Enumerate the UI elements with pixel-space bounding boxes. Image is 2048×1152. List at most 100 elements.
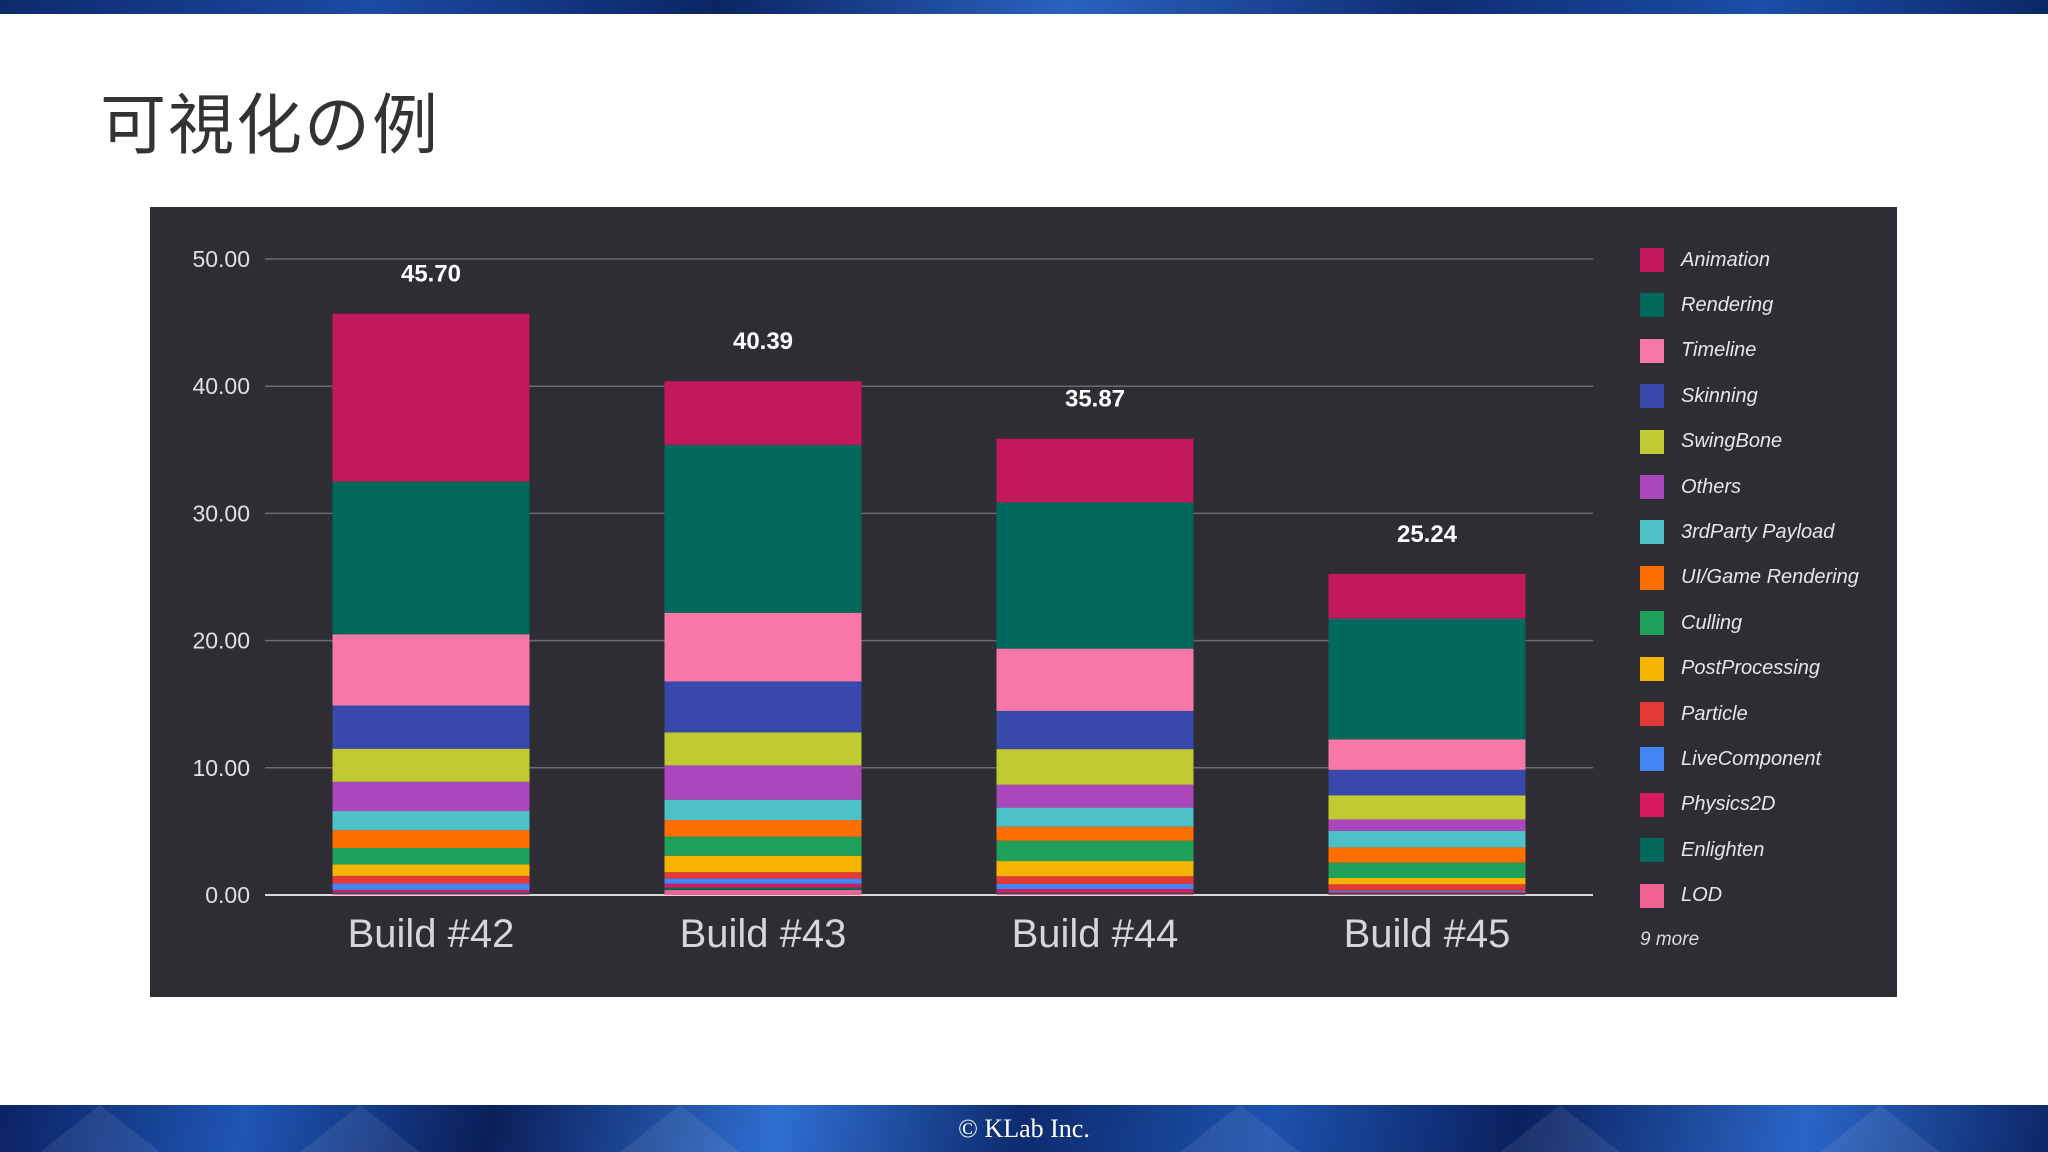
bar-segment-timeline [996,648,1194,711]
legend-swatch [1640,248,1664,272]
legend-swatch [1640,611,1664,636]
footer-copyright: © KLab Inc. [958,1114,1090,1143]
legend-label: LOD [1681,884,1723,907]
bar-segment-3rdparty-payload [664,799,862,821]
bar-segment-timeline [664,612,862,682]
bar-segment-enlighten [1328,893,1526,895]
bar-segment-rendering [664,444,862,613]
bar-segment-timeline [332,634,530,706]
legend-item: Enlighten [1640,836,1764,864]
legend-item: SwingBone [1640,428,1782,456]
bar-segment-enlighten [332,892,530,894]
bar-segment-rendering [1328,618,1526,740]
bar-segment-skinning [996,710,1194,750]
legend-swatch [1640,747,1664,772]
bar-segment-physics2d [332,889,530,893]
top-decorative-band [0,0,2048,14]
bar-segment-swingbone [664,732,862,766]
bar-total-label: 40.39 [733,328,793,355]
legend-item: Skinning [1640,382,1758,410]
y-tick-label: 0.00 [205,882,250,908]
legend-swatch [1640,702,1664,726]
y-tick-label: 20.00 [192,628,250,654]
legend-label: Animation [1681,248,1770,271]
legend-swatch [1640,429,1664,454]
bar-segment-3rdparty-payload [1328,830,1526,848]
legend-label: UI/Game Rendering [1681,566,1859,589]
bar-segment-livecomponent [332,883,530,890]
bar-total-label: 35.87 [1065,386,1125,413]
y-tick-label: 40.00 [192,373,250,399]
bar-segment-animation [1328,573,1526,619]
bottom-decorative-band [0,1105,2048,1152]
x-tick-label: Build #42 [348,912,515,956]
bar-segment-physics2d [664,883,862,888]
bar-segment-particle [996,876,1194,884]
bar-segment-lod [1328,894,1526,895]
legend-item: Particle [1640,700,1748,728]
legend-swatch [1640,475,1664,499]
bar-segment-postprocessing [664,855,862,873]
bar-segment-animation [996,438,1194,503]
bar-segment-lod [332,893,530,895]
legend-swatch [1640,838,1664,863]
bar-segment-livecomponent [996,883,1194,890]
bar-segment-skinning [332,705,530,749]
y-tick-label: 50.00 [192,246,250,272]
bar-segment-culling [1328,862,1526,878]
x-tick-label: Build #45 [1344,912,1511,956]
x-tick-label: Build #43 [680,912,847,956]
bar-segment-others [996,784,1194,808]
legend-label: Skinning [1681,384,1758,407]
bar-segment-particle [1328,884,1526,891]
bar-segment-others [664,765,862,800]
bar-segment-livecomponent [664,878,862,884]
bar-segment-particle [664,872,862,879]
bar-segment-livecomponent [1328,890,1526,892]
slide-title: 可視化の例 [100,87,440,164]
bar-segment-swingbone [1328,795,1526,820]
bar-segment-rendering [996,502,1194,649]
legend-item: PostProcessing [1640,655,1820,683]
bar-segment-3rdparty-payload [996,807,1194,827]
legend-item: LiveComponent [1640,745,1821,773]
legend-swatch [1640,384,1664,409]
y-tick-label: 30.00 [192,500,250,526]
legend-swatch [1640,565,1664,590]
bar-segment-ui-game-rendering [664,820,862,837]
bar-segment-rendering [332,481,530,635]
legend-label: SwingBone [1681,430,1783,453]
legend-label: 3rdParty Payload [1681,520,1835,543]
bar-total-label: 45.70 [401,261,461,288]
legend-item: Others [1640,473,1741,501]
legend-item: Rendering [1640,291,1773,319]
legend-label: PostProcessing [1681,657,1820,680]
legend-swatch [1640,293,1664,318]
legend-swatch [1640,520,1664,545]
y-tick-label: 10.00 [192,755,250,781]
bar-segment-physics2d [996,889,1194,893]
bar-segment-animation [332,313,530,482]
bar-segment-postprocessing [332,864,530,876]
bar-segment-swingbone [996,749,1194,785]
bar-segment-physics2d [1328,891,1526,894]
legend-more-link[interactable]: 9 more [1640,929,1700,950]
legend-item: Timeline [1640,337,1756,365]
legend-swatch [1640,338,1664,363]
legend-label: Particle [1681,702,1748,725]
bar-segment-culling [332,847,530,865]
bar-segment-ui-game-rendering [1328,847,1526,863]
legend-label: Physics2D [1681,793,1776,816]
legend-item: Physics2D [1640,791,1775,819]
bar-total-label: 25.24 [1397,521,1458,548]
bar-segment-others [1328,819,1526,831]
bar-segment-enlighten [996,892,1194,895]
bar-segment-culling [664,836,862,856]
bar-segment-timeline [1328,739,1526,770]
legend-label: Rendering [1681,293,1774,316]
legend-swatch [1640,656,1664,681]
legend-item: Animation [1640,246,1770,274]
bar-segment-ui-game-rendering [996,826,1194,841]
legend-item: 3rdParty Payload [1640,518,1834,546]
bar-segment-skinning [664,681,862,733]
